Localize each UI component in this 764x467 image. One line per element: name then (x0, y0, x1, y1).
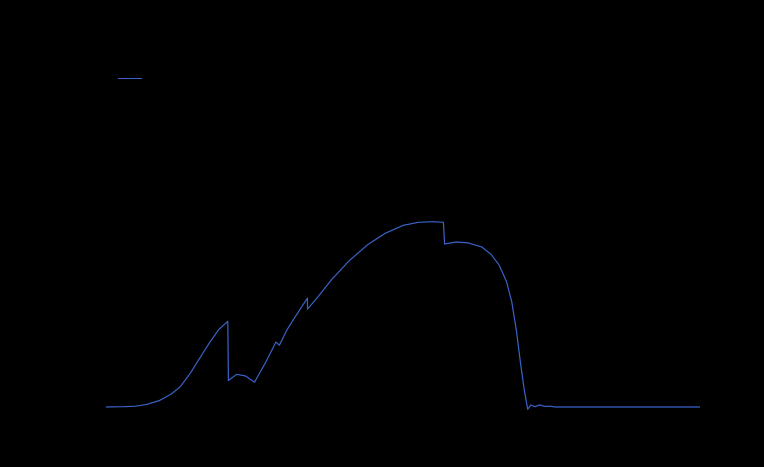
series-group (105, 221, 700, 410)
series-line-0 (105, 221, 700, 410)
